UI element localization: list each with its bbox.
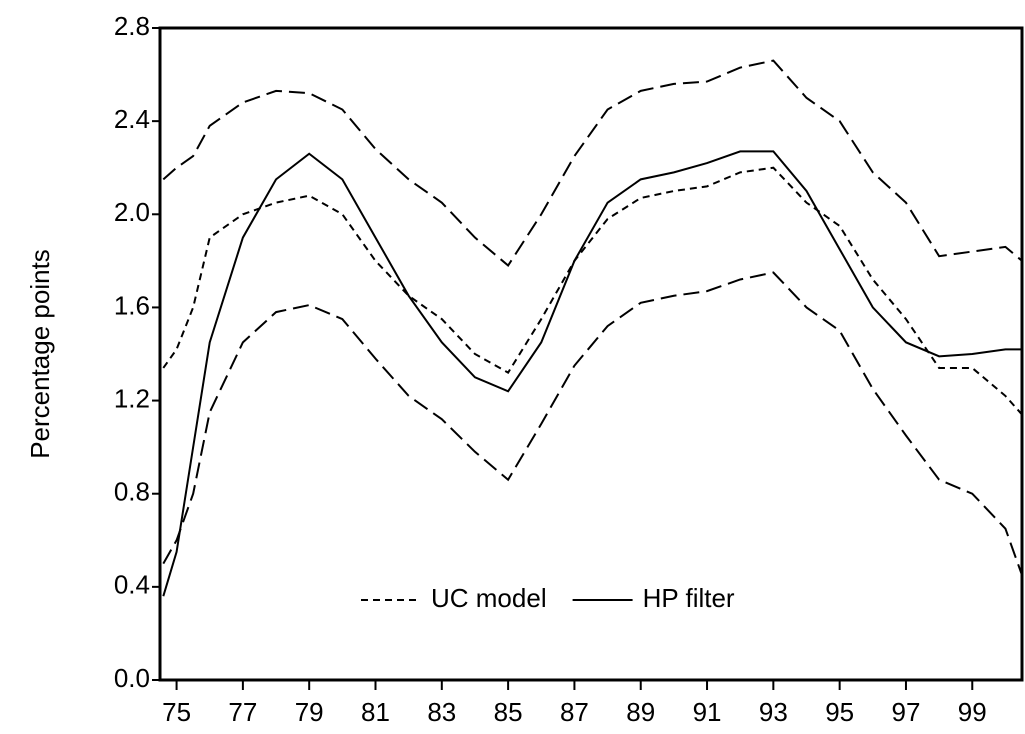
y-tick-label: 2.8 (114, 11, 150, 41)
y-tick-label: 2.4 (114, 104, 150, 134)
x-tick-label: 91 (693, 697, 722, 727)
x-tick-label: 97 (892, 697, 921, 727)
y-tick-label: 0.8 (114, 477, 150, 507)
series-line (162, 59, 1023, 268)
x-tick-label: 77 (228, 697, 257, 727)
y-tick-label: 0.0 (114, 663, 150, 693)
x-tick-label: 83 (427, 697, 456, 727)
series-line (162, 166, 1023, 416)
x-tick-label: 75 (162, 697, 191, 727)
y-tick-label: 0.4 (114, 570, 150, 600)
plot-frame (158, 26, 1024, 682)
legend-label: UC model (431, 583, 547, 613)
y-tick-label: 1.2 (114, 383, 150, 413)
series-line (162, 150, 1022, 597)
x-tick-label: 89 (626, 697, 655, 727)
x-tick-label: 99 (958, 697, 987, 727)
x-tick-label: 85 (494, 697, 523, 727)
x-tick-label: 95 (825, 697, 854, 727)
y-tick-label: 2.0 (114, 197, 150, 227)
series-line (162, 271, 1023, 576)
y-axis-label: Percentage points (25, 249, 55, 459)
x-tick-label: 81 (361, 697, 390, 727)
y-tick-label: 1.6 (114, 290, 150, 320)
x-tick-label: 93 (759, 697, 788, 727)
x-tick-label: 87 (560, 697, 589, 727)
x-tick-label: 79 (295, 697, 324, 727)
legend-label: HP filter (643, 583, 735, 613)
